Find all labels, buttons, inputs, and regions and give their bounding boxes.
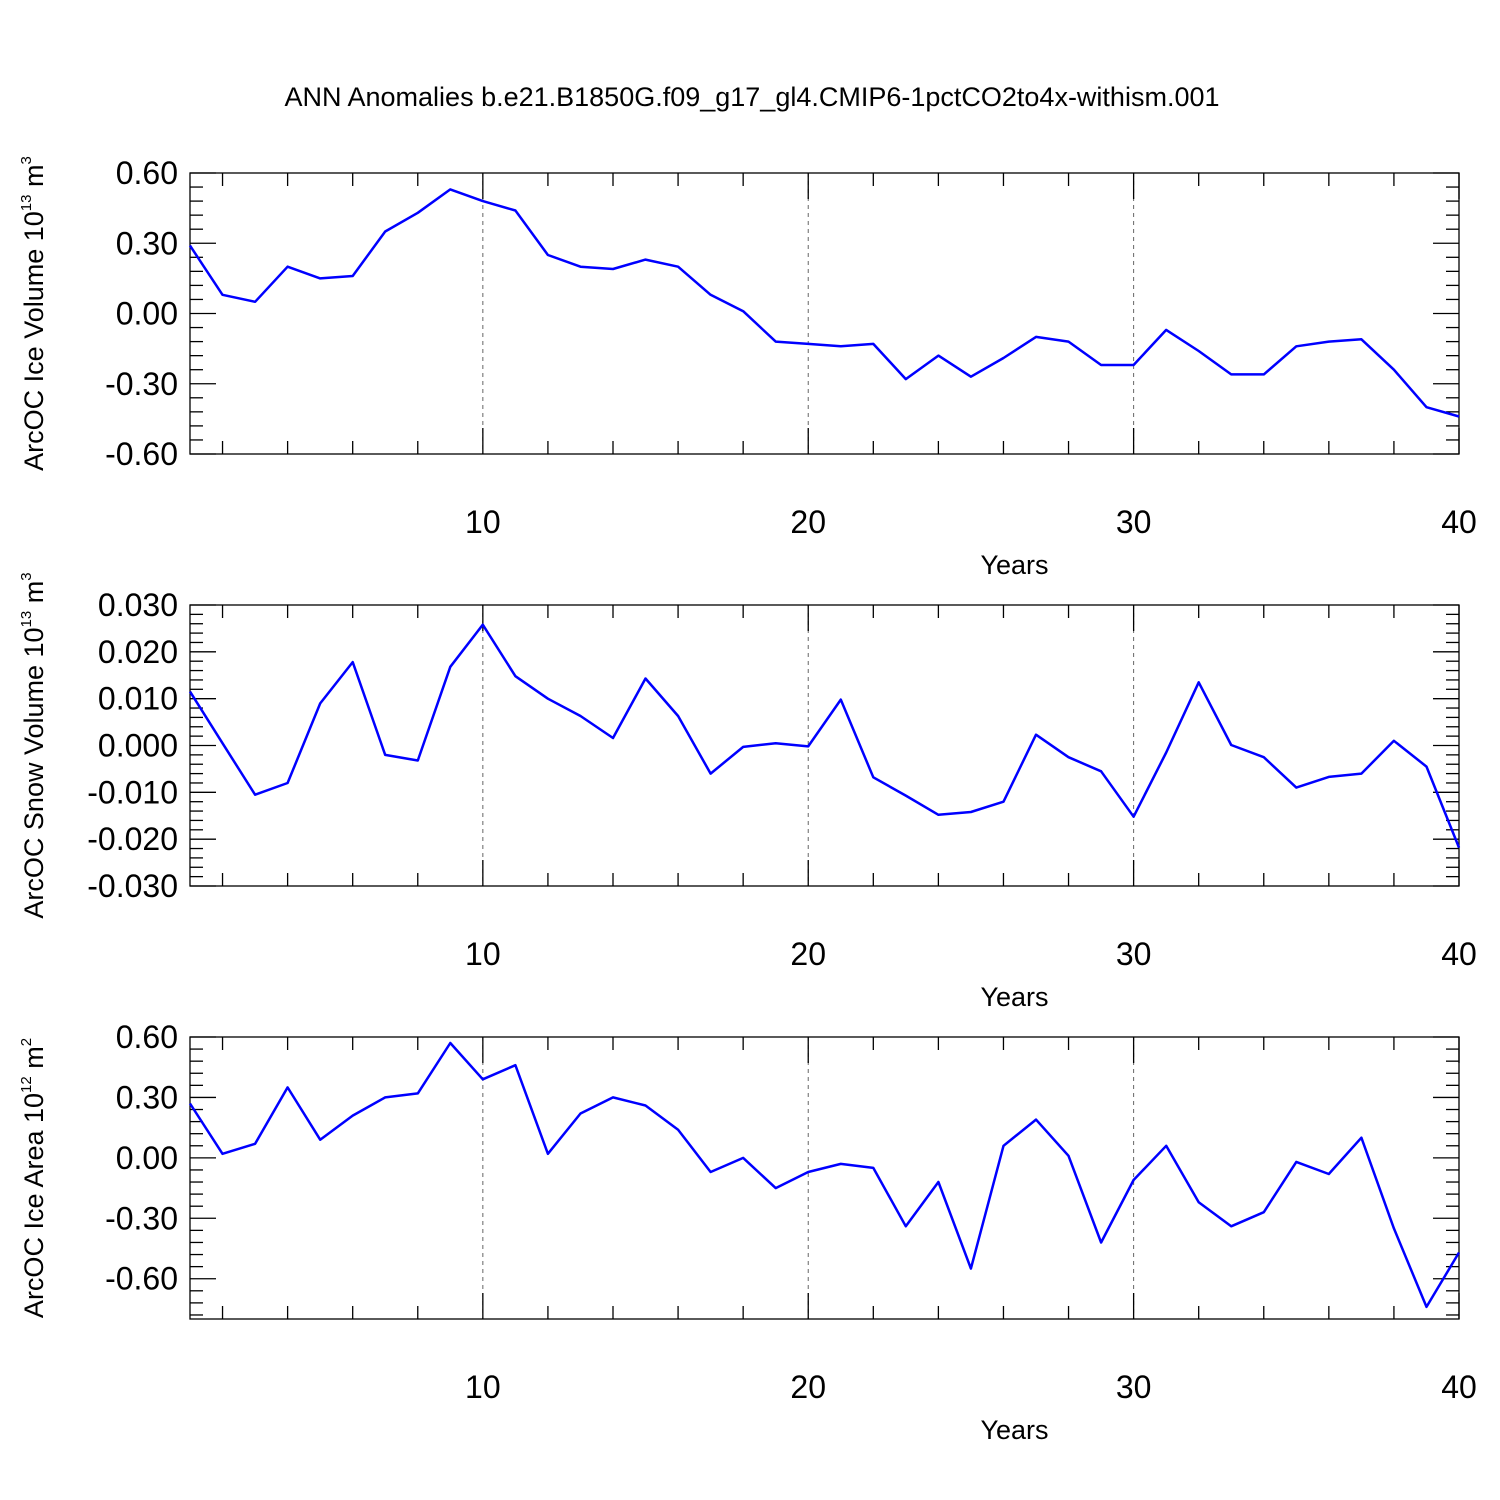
x-axis-label: Years <box>980 1415 1048 1445</box>
chart-panel-3: 0.60 0.30 0.00 -0.30 -0.60 10 20 30 40 Years ArcOC… <box>18 1019 1477 1445</box>
x-tick-label: 10 <box>465 936 501 972</box>
y-axis-label: ArcOC Ice Volume 1013 m3 <box>18 156 49 471</box>
plot-frame <box>189 172 1460 455</box>
x-tick-label: 20 <box>790 936 826 972</box>
x-tick-label: 20 <box>790 504 826 540</box>
x-tick-label: 40 <box>1441 1369 1477 1405</box>
y-tick-label: -0.60 <box>105 436 178 472</box>
y-tick-label: 0.30 <box>116 225 178 261</box>
series-line <box>188 623 1461 849</box>
y-tick-label: 0.30 <box>116 1079 178 1115</box>
y-tick-label: 0.010 <box>98 681 178 717</box>
y-tick-label: 0.000 <box>98 728 178 764</box>
y-tick-label: 0.020 <box>98 634 178 670</box>
x-tick-label: 10 <box>465 1369 501 1405</box>
y-tick-label: -0.30 <box>105 366 178 402</box>
y-tick-label: 0.00 <box>116 296 178 332</box>
figure-title: ANN Anomalies b.e21.B1850G.f09_g17_gl4.C… <box>284 82 1219 112</box>
x-tick-label: 30 <box>1116 936 1152 972</box>
x-tick-label: 30 <box>1116 504 1152 540</box>
y-tick-label: 0.60 <box>116 1019 178 1055</box>
y-axis-label: ArcOC Ice Area 1012 m2 <box>18 1038 49 1318</box>
y-tick-label: -0.030 <box>87 868 178 904</box>
x-tick-label: 30 <box>1116 1369 1152 1405</box>
y-tick-label: -0.020 <box>87 821 178 857</box>
plot-frame <box>189 604 1460 887</box>
chart-panel-1: 0.60 0.30 0.00 -0.30 -0.60 10 20 30 40 Years ArcOC… <box>18 155 1477 580</box>
x-tick-label: 40 <box>1441 504 1477 540</box>
series-line <box>188 188 1460 418</box>
x-axis-label: Years <box>980 550 1048 580</box>
chart-panel-2: 0.030 0.020 0.010 0.000 -0.010 -0.020 -0.030 10… <box>18 572 1477 1012</box>
x-tick-label: 40 <box>1441 936 1477 972</box>
y-tick-label: -0.30 <box>105 1200 178 1236</box>
x-tick-label: 10 <box>465 504 501 540</box>
y-tick-label: 0.60 <box>116 155 178 191</box>
x-axis-label: Years <box>980 982 1048 1012</box>
y-axis-label: ArcOC Snow Volume 1013 m3 <box>18 572 49 918</box>
plot-frame <box>189 1036 1460 1320</box>
y-tick-label: -0.60 <box>105 1261 178 1297</box>
y-tick-label: -0.010 <box>87 774 178 810</box>
series-line <box>188 1041 1461 1309</box>
x-tick-label: 20 <box>790 1369 826 1405</box>
y-tick-label: 0.00 <box>116 1140 178 1176</box>
y-tick-label: 0.030 <box>98 587 178 623</box>
